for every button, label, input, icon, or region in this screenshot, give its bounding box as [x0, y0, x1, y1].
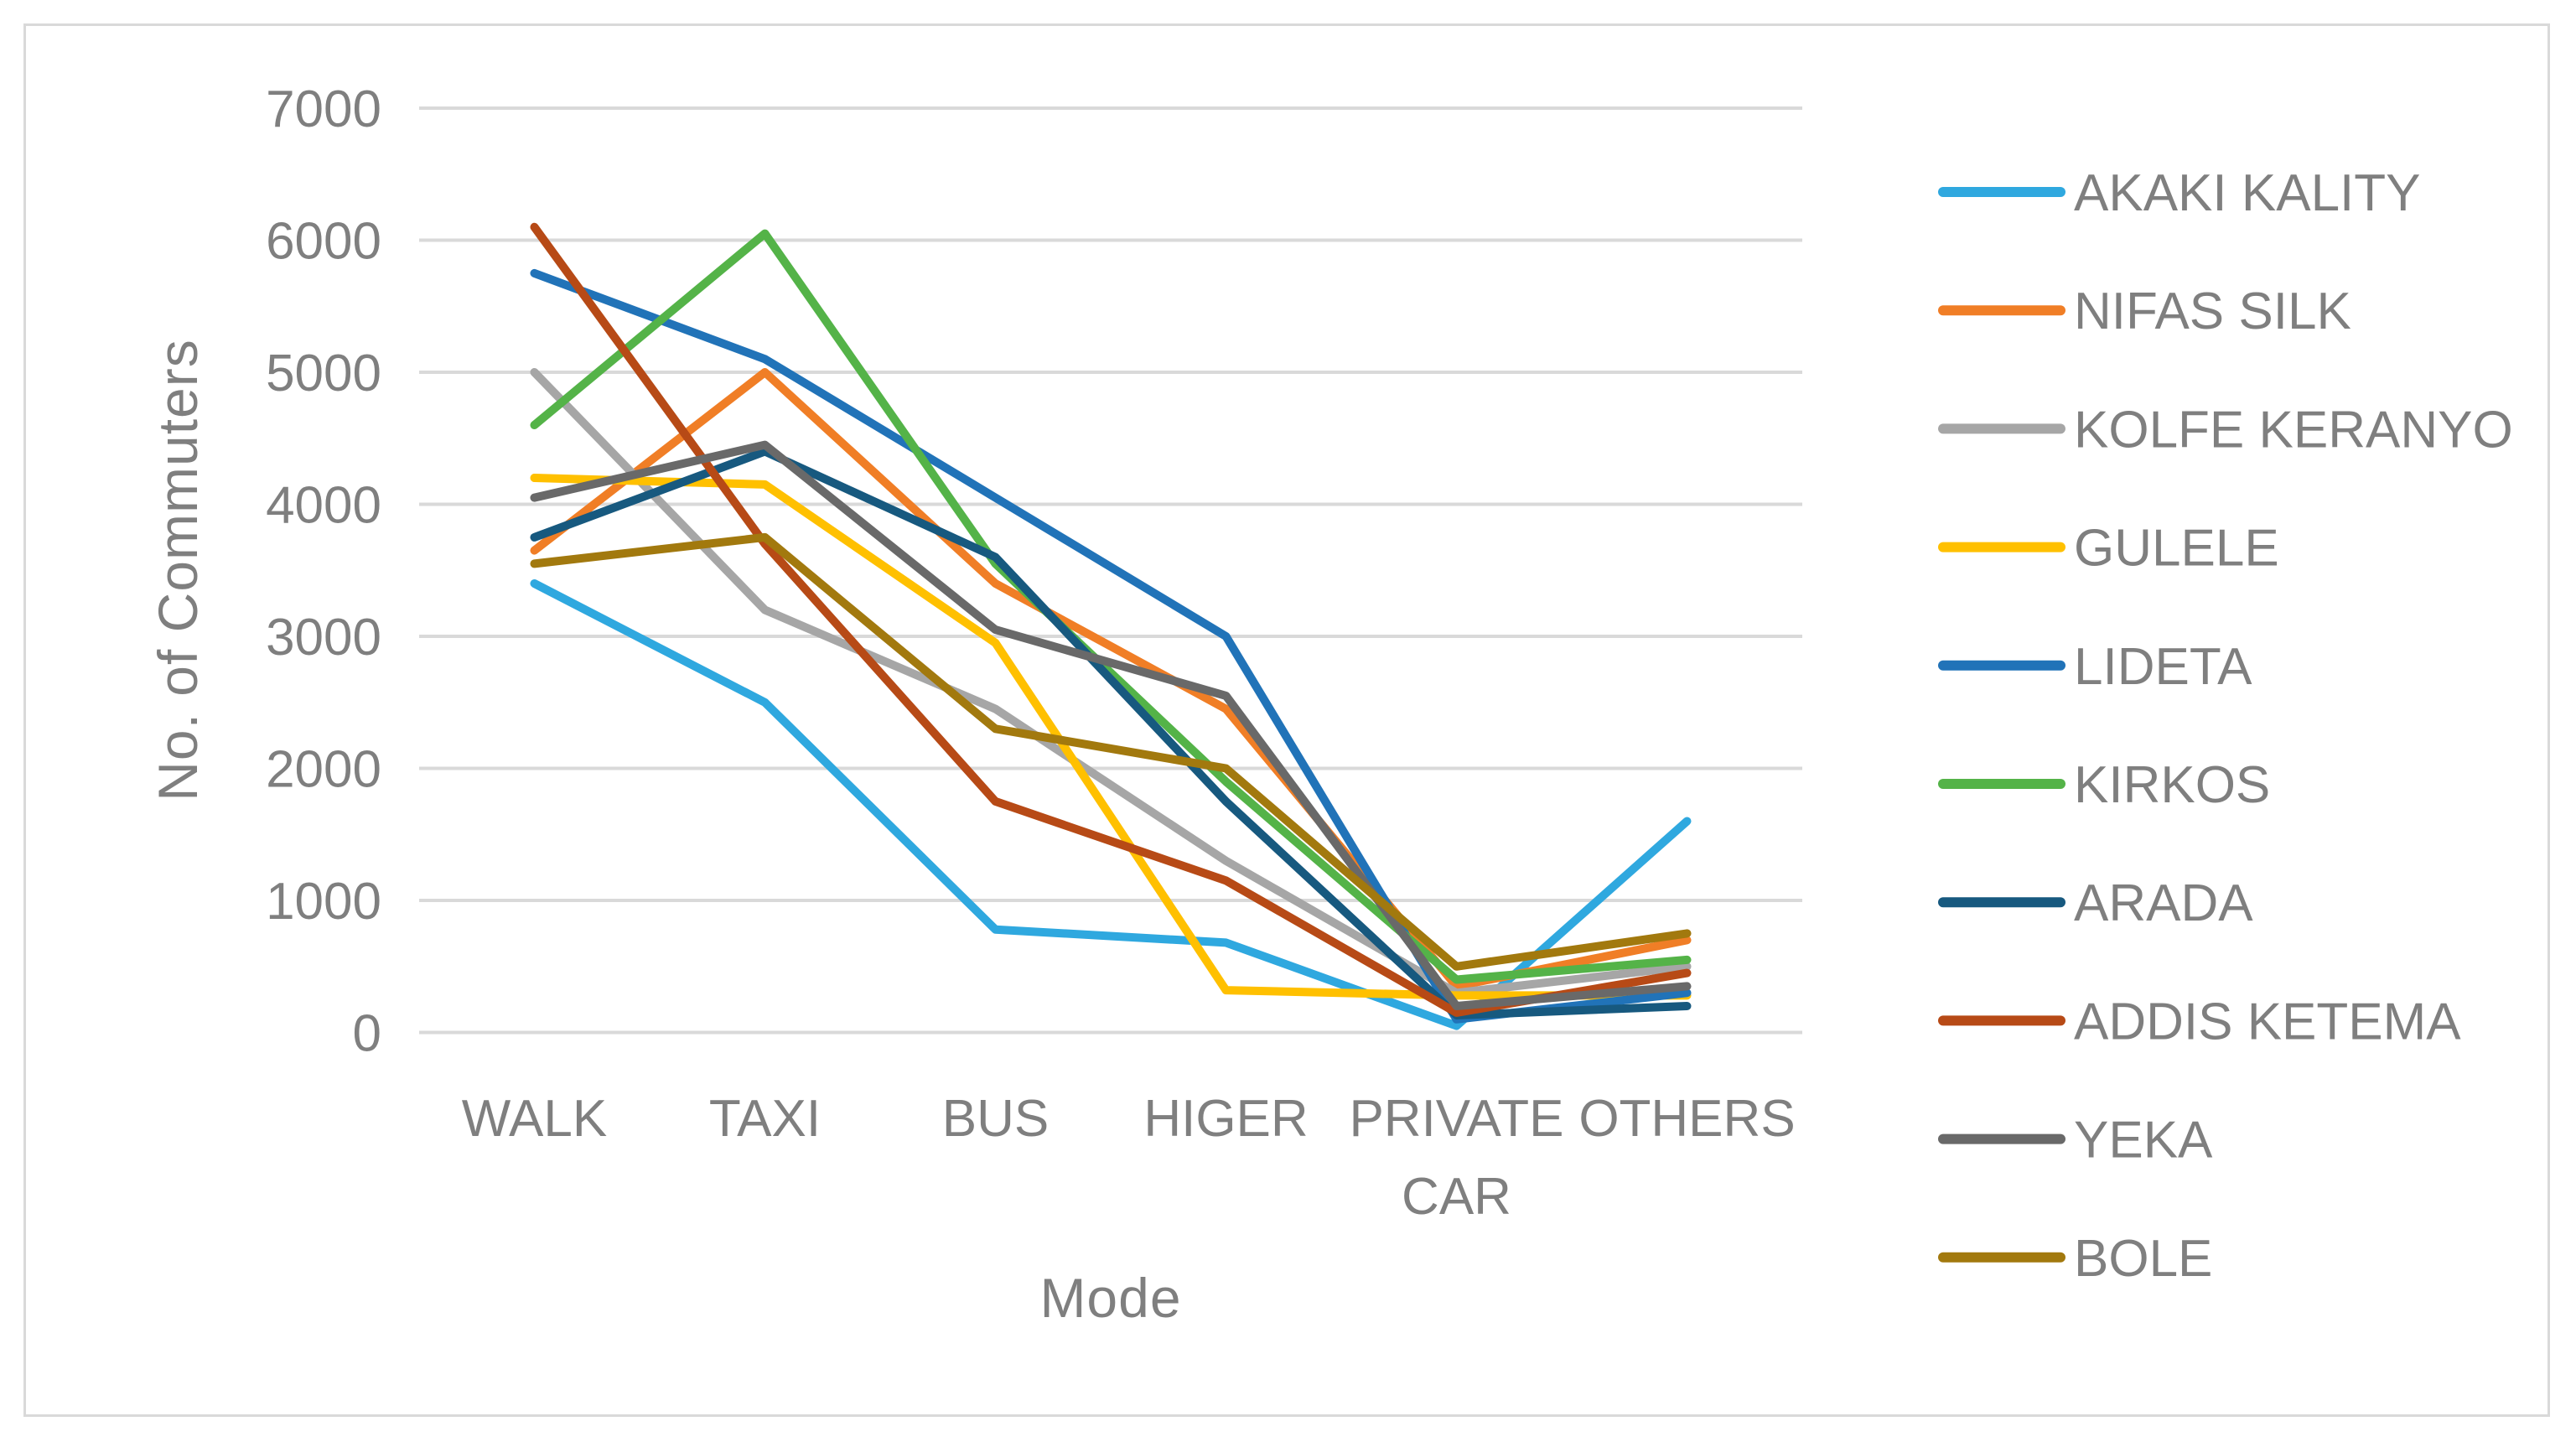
- series-line-arada: [530, 447, 1692, 1019]
- y-tick-label: 2000: [266, 741, 381, 799]
- x-category-label: OTHERS: [1578, 1090, 1795, 1148]
- legend-label-kirkos: KIRKOS: [2074, 756, 2270, 814]
- x-axis-title: Mode: [1039, 1267, 1182, 1329]
- series-line-yeka: [530, 440, 1692, 1010]
- y-tick-label: 6000: [266, 213, 381, 271]
- legend-label-nifas-silk: NIFAS SILK: [2074, 283, 2351, 340]
- x-category-label: TAXI: [709, 1090, 821, 1148]
- y-tick-label: 1000: [266, 873, 381, 931]
- legend-label-bole: BOLE: [2074, 1230, 2212, 1288]
- legend-label-yeka: YEKA: [2074, 1112, 2213, 1170]
- series-line-kirkos: [530, 229, 1692, 984]
- y-tick-label: 5000: [266, 345, 381, 402]
- x-category-label: WALK: [462, 1090, 607, 1148]
- series-line-bole: [530, 532, 1692, 971]
- series-line-kolfe-keranyo: [530, 368, 1692, 998]
- series-line-addis-ketema: [530, 222, 1692, 1017]
- legend-label-kolfe-keranyo: KOLFE KERANYO: [2074, 401, 2513, 459]
- x-category-label: PRIVATE CAR: [1349, 1090, 1563, 1226]
- y-axis-title: No. of Commuters: [147, 339, 209, 801]
- x-category-label: HIGER: [1143, 1090, 1308, 1148]
- x-category-label: BUS: [942, 1090, 1049, 1148]
- y-tick-label: 0: [353, 1005, 381, 1063]
- legend-label-arada: ARADA: [2074, 874, 2253, 932]
- legend-label-akaki-kality: AKAKI KALITY: [2074, 164, 2421, 222]
- legend-label-addis-ketema: ADDIS KETEMA: [2074, 993, 2461, 1050]
- legend-label-lideta: LIDETA: [2074, 638, 2252, 696]
- legend-label-gulele: GULELE: [2074, 520, 2279, 578]
- y-tick-label: 3000: [266, 609, 381, 667]
- series-line-gulele: [530, 474, 1692, 1000]
- y-tick-label: 4000: [266, 477, 381, 535]
- y-tick-label: 7000: [266, 80, 381, 138]
- chart-border: [23, 23, 2550, 1417]
